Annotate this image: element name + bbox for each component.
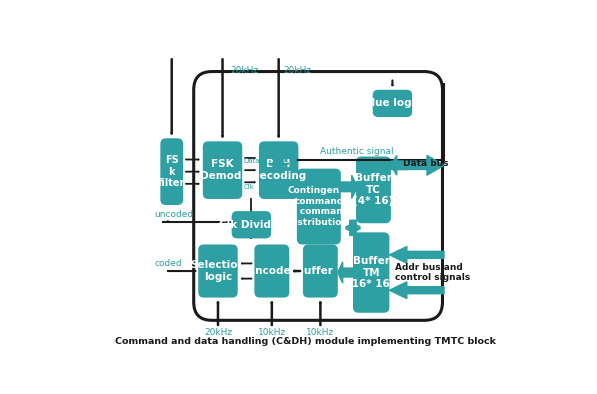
Polygon shape xyxy=(338,262,353,283)
Text: 20kHz: 20kHz xyxy=(283,65,311,74)
Text: Authentic signal: Authentic signal xyxy=(319,147,393,156)
Text: Command and data handling (C&DH) module implementing TMTC block: Command and data handling (C&DH) module … xyxy=(115,337,497,346)
Text: FS
k
filter: FS k filter xyxy=(158,155,186,188)
Polygon shape xyxy=(389,247,444,263)
FancyBboxPatch shape xyxy=(161,138,183,205)
Polygon shape xyxy=(391,156,444,175)
Text: Data bus: Data bus xyxy=(403,159,448,168)
Polygon shape xyxy=(389,282,444,299)
Text: Buffer 1: Buffer 1 xyxy=(297,266,344,276)
Text: 10kHz: 10kHz xyxy=(258,328,286,337)
Text: FSK
Demod.: FSK Demod. xyxy=(200,159,245,181)
Polygon shape xyxy=(391,156,409,175)
Text: Data: Data xyxy=(244,158,260,164)
Text: Glue logic: Glue logic xyxy=(363,98,421,108)
Polygon shape xyxy=(339,175,358,198)
FancyBboxPatch shape xyxy=(254,244,290,297)
FancyBboxPatch shape xyxy=(303,244,338,297)
Text: Buffer
TM
(16* 16): Buffer TM (16* 16) xyxy=(347,256,395,289)
FancyBboxPatch shape xyxy=(353,232,389,313)
Text: BCH
Decoding: BCH Decoding xyxy=(251,159,306,181)
Text: coded: coded xyxy=(154,259,182,268)
FancyBboxPatch shape xyxy=(203,141,242,199)
Text: 10kHz: 10kHz xyxy=(306,328,334,337)
Text: 20kHz: 20kHz xyxy=(230,65,259,74)
FancyBboxPatch shape xyxy=(193,72,442,320)
FancyBboxPatch shape xyxy=(356,156,391,223)
Text: 20kHz: 20kHz xyxy=(204,328,232,337)
Text: Clk Divider: Clk Divider xyxy=(219,220,284,230)
FancyBboxPatch shape xyxy=(198,244,238,297)
FancyBboxPatch shape xyxy=(259,141,298,199)
Text: Selection
logic: Selection logic xyxy=(190,260,245,282)
FancyBboxPatch shape xyxy=(373,90,412,117)
Polygon shape xyxy=(346,220,361,232)
FancyBboxPatch shape xyxy=(232,211,271,238)
Text: Encoder: Encoder xyxy=(248,266,296,276)
Polygon shape xyxy=(268,152,290,169)
Polygon shape xyxy=(346,223,361,235)
Text: Contingency
command
& command
distribution: Contingency command & command distributi… xyxy=(287,186,350,227)
Text: Addr bus and
control signals: Addr bus and control signals xyxy=(395,263,470,282)
FancyBboxPatch shape xyxy=(297,169,341,244)
Text: Buffer
TC
(4* 16): Buffer TC (4* 16) xyxy=(353,173,393,206)
Text: Clk: Clk xyxy=(244,184,255,190)
Text: uncoded: uncoded xyxy=(154,210,193,219)
